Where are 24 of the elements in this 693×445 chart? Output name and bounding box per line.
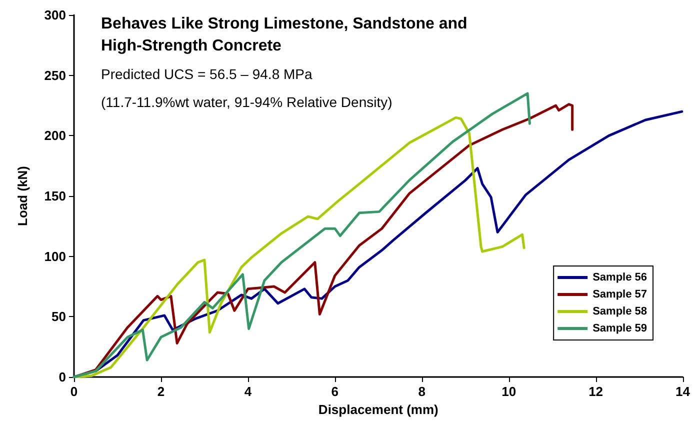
x-tick-label: 2: [157, 384, 165, 399]
annotation: (11.7-11.9%wt water, 91-94% Relative Density): [101, 94, 392, 110]
y-tick-label: 50: [52, 309, 66, 324]
y-tick-label: 250: [44, 68, 66, 83]
y-axis-title: Load (kN): [15, 166, 30, 226]
legend-label: Sample 56: [592, 272, 647, 284]
y-tick-label: 200: [44, 128, 66, 144]
legend-label: Sample 59: [592, 322, 647, 334]
x-tick-label: 6: [331, 384, 339, 399]
text: Behaves Like Strong Limestone, Sandstone and High-Strength Concrete: [101, 16, 472, 54]
x-tick-label: 10: [502, 384, 516, 399]
x-axis-title: Displacement (mm): [318, 402, 438, 417]
y-tick-label: 100: [44, 248, 66, 264]
y-tick-label: 150: [44, 188, 66, 204]
x-tick-label: 8: [418, 384, 426, 399]
legend-label: Sample 58: [592, 306, 647, 318]
y-tick-label: 0: [58, 370, 66, 384]
x-tick-label: 12: [588, 384, 604, 399]
y-tick-label: 300: [44, 8, 66, 22]
legend-label: Sample 57: [592, 288, 647, 300]
x-tick-label: 4: [244, 384, 252, 399]
x-tick-label: 0: [70, 384, 78, 399]
text: Predicted UCS = 56.5 – 94.8 MPa: [101, 66, 312, 82]
x-tick-label: 14: [676, 384, 691, 399]
